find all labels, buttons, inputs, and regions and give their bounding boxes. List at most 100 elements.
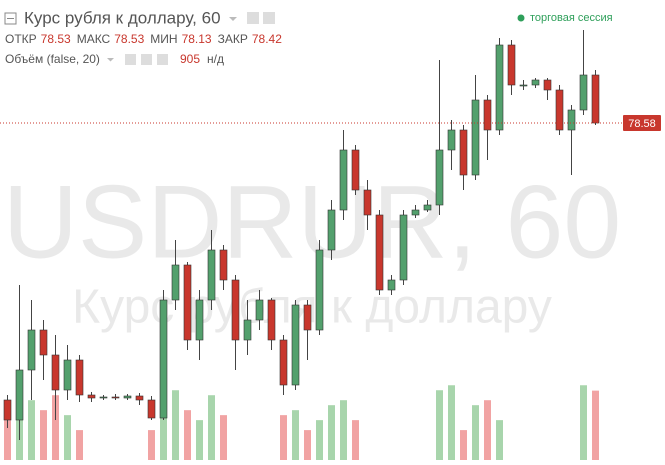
volume-bar	[4, 420, 11, 460]
watermark-subtitle: Курс рубля к доллару	[72, 281, 552, 334]
candle-body	[351, 149, 360, 191]
candle-body	[411, 209, 420, 216]
volume-bar	[208, 395, 215, 460]
candle-body	[207, 249, 216, 301]
volume-bar	[316, 420, 323, 460]
volume-bar	[196, 420, 203, 460]
candle-body	[15, 369, 24, 421]
ohlc-value: 78.42	[252, 32, 282, 46]
candle-body	[135, 395, 144, 401]
ohlc-value: 78.53	[41, 32, 71, 46]
dropdown-arrow[interactable]	[229, 17, 237, 21]
volume-bar	[76, 430, 83, 460]
candle-body	[99, 396, 108, 399]
volume-bar	[280, 415, 287, 460]
volume-bar	[460, 430, 467, 460]
watermark: USDRUR, 60	[3, 164, 621, 280]
volume-bar	[472, 405, 479, 460]
ohlc-label: МАКС	[77, 32, 111, 46]
volume-bar	[160, 405, 167, 460]
volume-bar	[28, 400, 35, 460]
candle-body	[339, 149, 348, 211]
session-label: торговая сессия	[530, 12, 613, 24]
candle-body	[219, 249, 228, 281]
candle-body	[27, 329, 36, 371]
candle-body	[531, 79, 540, 86]
candle-body	[555, 89, 564, 131]
candle-body	[519, 84, 528, 87]
volume-bar	[52, 395, 59, 460]
candle-body	[543, 79, 552, 91]
plot: 78.58	[0, 30, 661, 460]
candle-body	[147, 399, 156, 419]
settings-button[interactable]	[263, 12, 275, 24]
candle-body	[75, 359, 84, 396]
volume-bar	[304, 430, 311, 460]
volume-value: 905	[180, 52, 200, 66]
candle-body	[39, 329, 48, 356]
candle-body	[399, 214, 408, 281]
ohlc-label: ЗАКР	[218, 32, 248, 46]
volume-bar	[484, 400, 491, 460]
candle-body	[363, 189, 372, 216]
candle-body	[291, 304, 300, 386]
candle-body	[63, 359, 72, 391]
candle-body	[111, 396, 120, 399]
candle-body	[459, 129, 468, 176]
settings-button[interactable]	[247, 12, 259, 24]
candle-body	[483, 99, 492, 131]
candle-body	[303, 304, 312, 331]
volume-na: н/д	[207, 52, 224, 66]
volume-label: Объём (false, 20)	[5, 52, 100, 66]
volume-bar	[448, 385, 455, 460]
candle-body	[231, 279, 240, 341]
candle-body	[3, 399, 12, 421]
settings-button[interactable]	[157, 54, 168, 65]
candle-body	[327, 209, 336, 251]
candle-body	[315, 249, 324, 331]
volume-bar	[148, 430, 155, 460]
candle-body	[423, 204, 432, 211]
candle-body	[51, 354, 60, 391]
ohlc-label: МИН	[150, 32, 177, 46]
volume-bar	[172, 390, 179, 460]
volume-bar	[40, 410, 47, 460]
ohlc-value: 78.53	[114, 32, 144, 46]
candle-body	[495, 44, 504, 131]
candle-body	[435, 149, 444, 206]
candle-body	[171, 264, 180, 301]
volume-bar	[352, 420, 359, 460]
ohlc-legend: ОТКР 78.53 МАКС 78.53 МИН 78.13 ЗАКР 78.42	[5, 32, 282, 46]
settings-button[interactable]	[125, 54, 136, 65]
candle-body	[579, 74, 588, 111]
volume-bar	[184, 410, 191, 460]
candle-body	[471, 99, 480, 176]
ohlc-label: ОТКР	[5, 32, 37, 46]
candle-body	[591, 74, 600, 124]
candle-body	[183, 264, 192, 341]
settings-button[interactable]	[141, 54, 152, 65]
volume-bar	[340, 400, 347, 460]
candle-body	[87, 394, 96, 399]
volume-bar	[580, 385, 587, 460]
candle-body	[375, 214, 384, 291]
candle-body	[387, 279, 396, 291]
candle-body	[195, 299, 204, 341]
volume-bar	[292, 410, 299, 460]
candle-body	[567, 109, 576, 131]
header: Курс рубля к доллару, 60 торговая сессия…	[4, 8, 613, 66]
chart-title: Курс рубля к доллару, 60	[24, 8, 221, 27]
candle-body	[255, 299, 264, 321]
dropdown-arrow[interactable]	[107, 58, 114, 62]
candle-body	[243, 319, 252, 341]
volume-bar	[64, 415, 71, 460]
session-dot	[517, 14, 525, 22]
volume-bar	[220, 415, 227, 460]
candle-body	[159, 299, 168, 419]
volume-bar	[496, 420, 503, 460]
volume-bar	[328, 405, 335, 460]
volume-bar	[592, 390, 599, 460]
volume-bar	[436, 390, 443, 460]
last-price-badge	[623, 115, 661, 131]
